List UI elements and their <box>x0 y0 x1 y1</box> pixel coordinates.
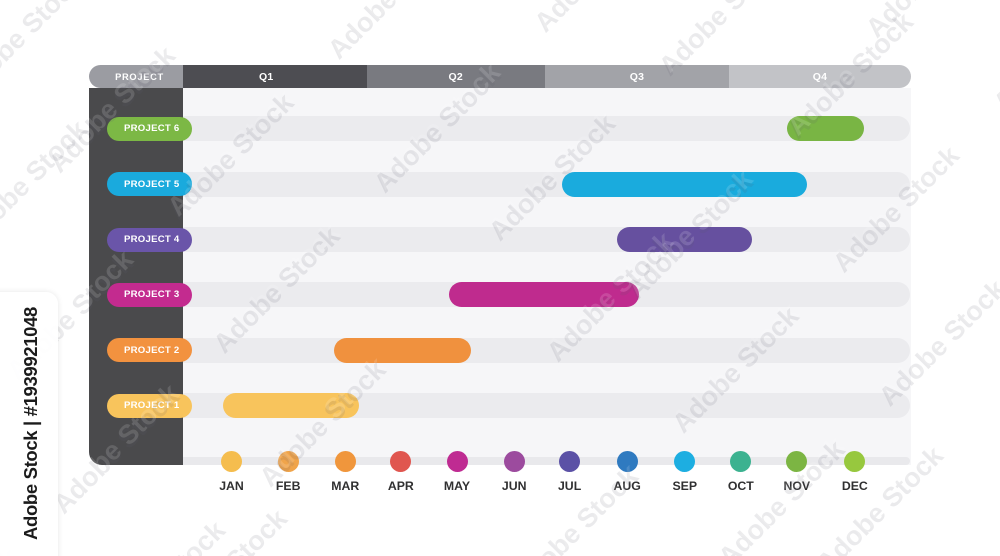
svg-text:Adobe Stock: Adobe Stock <box>322 0 461 61</box>
svg-text:Adobe Stock: Adobe Stock <box>965 537 1000 556</box>
svg-text:Adobe Stock: Adobe Stock <box>47 377 186 516</box>
svg-text:Adobe Stock: Adobe Stock <box>483 104 622 243</box>
svg-text:Adobe Stock: Adobe Stock <box>873 270 1000 409</box>
svg-text:Adobe Stock: Adobe Stock <box>781 2 920 141</box>
svg-text:Adobe Stock: Adobe Stock <box>0 0 90 101</box>
svg-text:Adobe Stock: Adobe Stock <box>653 0 792 78</box>
svg-text:Adobe Stock: Adobe Stock <box>965 540 1000 556</box>
svg-text:Adobe Stock: Adobe Stock <box>529 0 668 34</box>
svg-text:Adobe Stock: Adobe Stock <box>621 163 760 302</box>
svg-text:Adobe Stock: Adobe Stock <box>368 56 507 195</box>
svg-text:Adobe Stock: Adobe Stock <box>208 217 347 356</box>
svg-text:Adobe Stock: Adobe Stock <box>667 297 806 436</box>
svg-text:Adobe Stock: Adobe Stock <box>93 511 232 556</box>
svg-text:Adobe Stock: Adobe Stock <box>43 36 182 175</box>
svg-text:Adobe Stock: Adobe Stock <box>506 457 645 556</box>
svg-text:Adobe Stock: Adobe Stock <box>254 350 393 489</box>
svg-text:Adobe Stock: Adobe Stock <box>827 136 966 275</box>
svg-text:Adobe Stock: Adobe Stock <box>162 83 301 222</box>
